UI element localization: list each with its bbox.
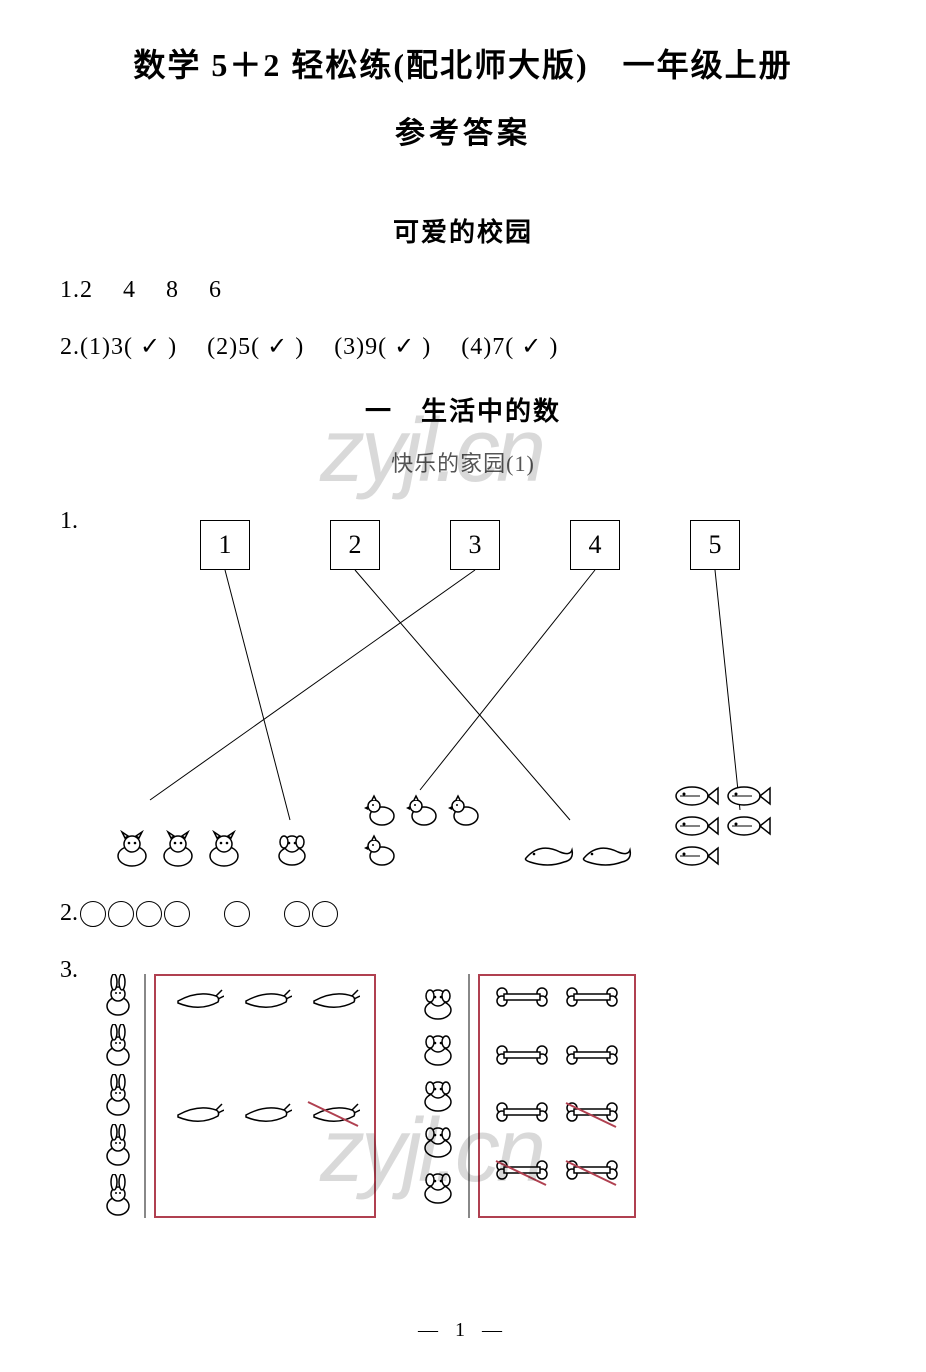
circle-icon bbox=[80, 901, 106, 927]
animal-group-fish bbox=[670, 782, 820, 870]
animal-group-chicken bbox=[360, 792, 510, 870]
circle-icon bbox=[164, 901, 190, 927]
food-box bbox=[154, 974, 376, 1218]
q1-answer-line: 1.2 4 8 6 bbox=[60, 277, 866, 304]
q1-prefix: 1. bbox=[60, 277, 80, 303]
main-title: 数学 5＋2 轻松练(配北师大版) 一年级上册 bbox=[60, 40, 866, 86]
animal-column bbox=[100, 974, 136, 1218]
section-title-1: 可爱的校园 bbox=[60, 212, 866, 249]
q1-v2: 8 bbox=[166, 277, 179, 303]
circle-icon bbox=[312, 901, 338, 927]
circle-icon bbox=[108, 901, 134, 927]
animal-group-dolphin bbox=[520, 838, 634, 870]
number-box: 1 bbox=[200, 520, 250, 570]
q3-panel bbox=[100, 974, 376, 1218]
food-box bbox=[478, 974, 636, 1218]
chapter-title: 一 生活中的数 bbox=[60, 391, 866, 428]
lesson-title: 快乐的家园(1) bbox=[60, 446, 866, 478]
number-box: 5 bbox=[690, 520, 740, 570]
number-box: 2 bbox=[330, 520, 380, 570]
circle-icon bbox=[284, 901, 310, 927]
q2-circles-line: 2. bbox=[60, 900, 866, 927]
q1-v1: 4 bbox=[123, 277, 136, 303]
matching-diagram: 1 2 3 4 5 bbox=[100, 520, 860, 870]
animal-column bbox=[416, 974, 460, 1218]
page-number: — 1 — bbox=[0, 1319, 926, 1342]
number-box: 4 bbox=[570, 520, 620, 570]
q1-v0: 2 bbox=[80, 277, 93, 303]
q3-panel bbox=[416, 974, 636, 1218]
subtitle: 参考答案 bbox=[60, 108, 866, 152]
number-box: 3 bbox=[450, 520, 500, 570]
q2-answer-line: 2.(1)3( ✓ )(2)5( ✓ )(3)9( ✓ )(4)7( ✓ ) bbox=[60, 332, 866, 361]
circle-icon bbox=[224, 901, 250, 927]
q1-v3: 6 bbox=[209, 277, 222, 303]
circle-icon bbox=[136, 901, 162, 927]
animal-group-cat bbox=[110, 830, 246, 870]
animal-group-dog bbox=[270, 830, 314, 870]
q3-container bbox=[100, 974, 866, 1218]
